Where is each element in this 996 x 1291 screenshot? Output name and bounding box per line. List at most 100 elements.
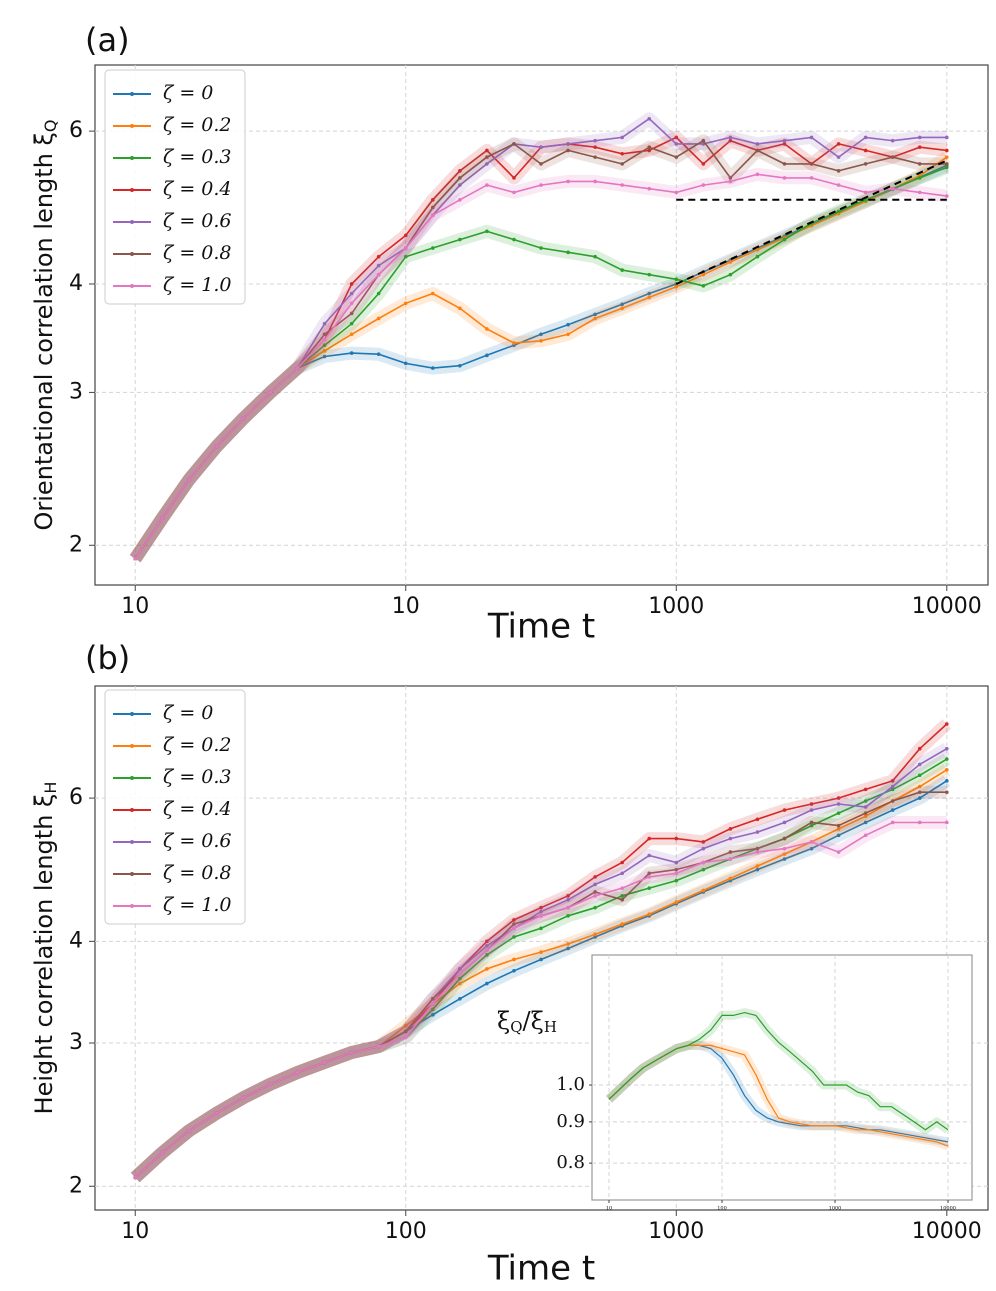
data-point xyxy=(485,967,489,971)
data-point xyxy=(593,875,597,879)
data-point xyxy=(836,850,841,854)
inset-y-label-xi: ξ xyxy=(497,1007,510,1035)
data-point xyxy=(809,176,814,180)
data-point xyxy=(674,285,679,289)
data-point xyxy=(945,155,949,159)
data-point xyxy=(917,773,922,778)
data-point xyxy=(458,971,462,976)
data-point xyxy=(647,116,652,121)
data-point xyxy=(566,913,570,918)
data-point xyxy=(539,145,543,149)
data-point xyxy=(728,138,733,143)
inset-y-label-sub2: H xyxy=(544,1018,557,1036)
data-point xyxy=(593,905,597,910)
data-point xyxy=(620,135,624,140)
legend-label: ζ = 0.3 xyxy=(163,146,232,168)
data-point xyxy=(620,897,624,902)
y-axis-label-subscript: H xyxy=(41,782,60,794)
y-tick-label: 0.8 xyxy=(556,1152,585,1173)
data-point xyxy=(485,943,489,948)
data-point xyxy=(458,981,462,986)
data-point xyxy=(403,361,408,366)
inset-y-label-rest: /ξ xyxy=(523,1007,544,1035)
x-tick-label: 100 xyxy=(385,1219,427,1244)
data-point xyxy=(945,165,949,170)
legend-swatch-dot xyxy=(130,156,134,160)
data-point xyxy=(728,176,733,180)
data-point xyxy=(241,1095,246,1100)
data-point xyxy=(593,155,597,159)
y-tick-label: 6 xyxy=(69,785,83,810)
data-point xyxy=(566,148,570,153)
data-point xyxy=(917,790,922,795)
data-point xyxy=(755,830,760,834)
legend-swatch-dot xyxy=(130,188,134,192)
data-point xyxy=(782,237,787,242)
legend-swatch-dot xyxy=(130,92,134,96)
data-point xyxy=(755,172,760,177)
data-point xyxy=(485,155,489,159)
data-point xyxy=(512,935,516,939)
series-line xyxy=(608,1011,949,1131)
legend-swatch-dot xyxy=(130,284,134,288)
data-point xyxy=(809,135,814,140)
data-point xyxy=(620,268,624,272)
data-point xyxy=(647,836,652,841)
x-tick-label: 10000 xyxy=(912,594,982,619)
data-point xyxy=(214,444,219,449)
x-tick-label: 10000 xyxy=(912,1219,982,1244)
data-point xyxy=(322,343,327,348)
data-point xyxy=(241,416,246,421)
data-point xyxy=(647,145,652,149)
y-tick-label: 1.0 xyxy=(556,1074,585,1095)
data-point xyxy=(187,477,191,482)
data-point xyxy=(701,272,706,277)
data-point xyxy=(349,301,354,306)
data-point xyxy=(566,322,570,327)
data-point xyxy=(458,967,462,971)
legend-swatch-dot xyxy=(130,904,134,908)
inset-background xyxy=(591,954,973,1201)
x-tick-label: 1000 xyxy=(648,1219,704,1244)
y-tick-label: 3 xyxy=(69,1030,83,1055)
x-tick-label: 100 xyxy=(717,1206,727,1212)
data-point xyxy=(674,900,679,904)
data-point xyxy=(917,190,922,195)
data-point xyxy=(403,233,408,238)
data-point xyxy=(728,260,733,264)
data-point xyxy=(890,787,895,792)
data-point xyxy=(945,768,949,772)
legend-swatch-dot xyxy=(130,124,134,128)
data-point xyxy=(512,969,516,973)
data-point xyxy=(620,302,624,307)
data-point xyxy=(755,254,760,259)
data-point xyxy=(593,312,597,317)
data-point xyxy=(512,922,516,926)
data-point xyxy=(863,190,868,195)
data-point xyxy=(836,823,841,828)
data-point xyxy=(620,151,624,156)
data-point xyxy=(376,272,381,277)
data-point xyxy=(945,162,949,166)
data-point xyxy=(431,1007,435,1012)
data-point xyxy=(593,138,597,143)
data-point xyxy=(566,250,570,255)
legend-swatch-dot xyxy=(130,220,134,224)
data-point xyxy=(674,135,679,140)
data-point xyxy=(782,162,787,166)
data-point xyxy=(485,229,489,234)
data-point xyxy=(403,1023,408,1028)
data-point xyxy=(566,905,570,910)
y-tick-label: 2 xyxy=(69,532,83,557)
data-point xyxy=(782,846,787,851)
legend-swatch-dot xyxy=(130,776,134,780)
data-point xyxy=(782,138,787,143)
legend-label: ζ = 0.8 xyxy=(163,242,232,264)
data-point xyxy=(674,860,679,865)
data-point xyxy=(674,190,679,195)
y-axis-label-text: Orientational correlation length ξ xyxy=(30,132,58,530)
data-point xyxy=(701,846,706,851)
data-point xyxy=(728,850,733,854)
data-point xyxy=(566,179,570,184)
legend-label: ζ = 0 xyxy=(163,702,213,724)
